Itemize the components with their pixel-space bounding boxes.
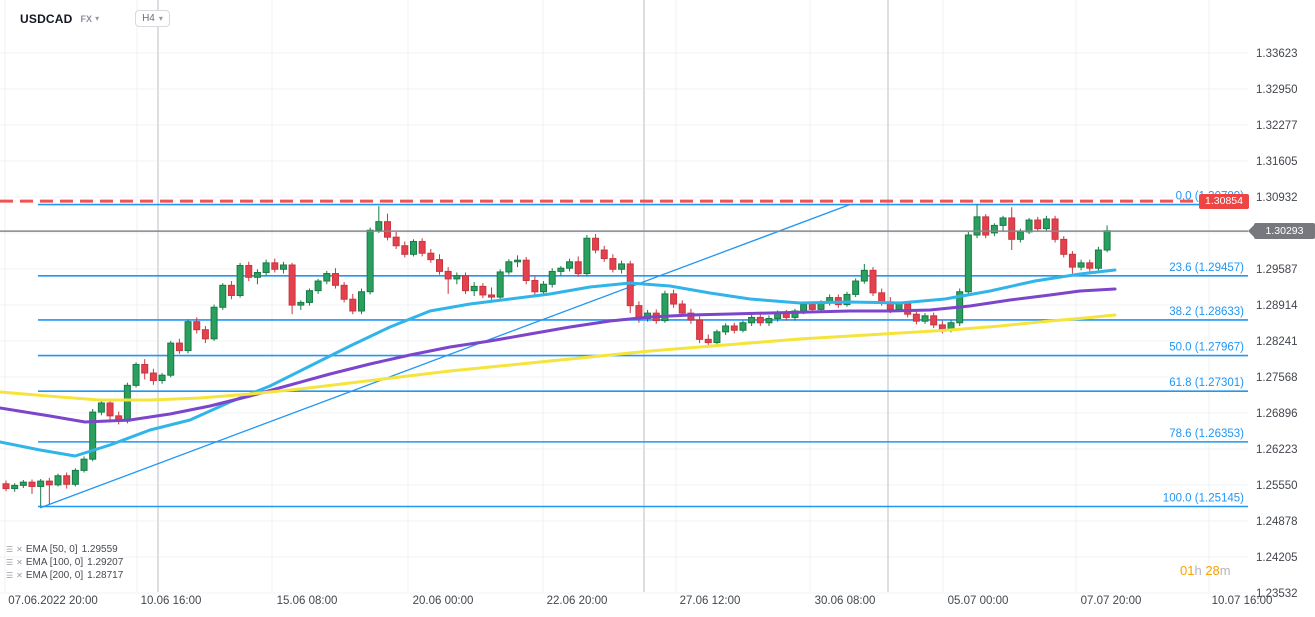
trend-line[interactable] — [39, 203, 851, 509]
legend-row-ema100: ☰ ✕ EMA [100, 0] 1.29207 — [6, 556, 123, 569]
timeframe-label: H4 — [142, 13, 155, 24]
indicator-settings-icon[interactable]: ☰ — [6, 544, 14, 554]
indicator-settings-icon[interactable]: ☰ — [6, 557, 14, 567]
svg-text:07.06.2022 20:00: 07.06.2022 20:00 — [8, 595, 98, 607]
indicator-label: EMA [200, 0] — [25, 570, 84, 581]
svg-text:10.07 16:00: 10.07 16:00 — [1212, 595, 1273, 607]
countdown-hours-unit: h — [1194, 563, 1202, 578]
countdown-minutes-unit: m — [1219, 563, 1231, 578]
market-label[interactable]: FX — [80, 13, 93, 24]
last-price-badge: 1.30293 — [1248, 223, 1315, 240]
timeframe-selector[interactable]: H4 ▾ — [135, 10, 170, 27]
indicator-label: EMA [50, 0] — [25, 544, 78, 555]
svg-text:1.33623: 1.33623 — [1256, 48, 1298, 60]
svg-text:05.07 00:00: 05.07 00:00 — [948, 595, 1009, 607]
svg-text:1.29587: 1.29587 — [1256, 264, 1298, 276]
candlestick-series — [2, 204, 1111, 507]
countdown-minutes: 28 — [1205, 563, 1220, 578]
svg-text:1.30932: 1.30932 — [1256, 192, 1298, 204]
ema-100-line[interactable] — [0, 287, 1117, 424]
indicator-settings-icon[interactable]: ☰ — [6, 570, 14, 580]
svg-text:1.26223: 1.26223 — [1256, 444, 1298, 456]
svg-text:15.06 08:00: 15.06 08:00 — [277, 595, 338, 607]
price-axis-labels[interactable]: 1.33623 1.32950 1.32277 1.31605 1.30932 1.295… — [1256, 48, 1298, 600]
svg-text:22.06 20:00: 22.06 20:00 — [547, 595, 608, 607]
svg-text:1.28914: 1.28914 — [1256, 300, 1298, 312]
close-icon[interactable]: ✕ — [16, 544, 23, 554]
chart-header: USDCAD FX ▾ H4 ▾ — [20, 10, 170, 27]
countdown-hours: 01 — [1180, 563, 1195, 578]
alert-price-badge: 1.30854 — [1199, 193, 1249, 209]
svg-text:20.06 00:00: 20.06 00:00 — [413, 595, 474, 607]
indicator-value: 1.29559 — [81, 544, 118, 555]
svg-text:61.8 (1.27301): 61.8 (1.27301) — [1169, 377, 1244, 389]
legend-row-ema50: ☰ ✕ EMA [50, 0] 1.29559 — [6, 543, 123, 556]
legend-row-ema200: ☰ ✕ EMA [200, 0] 1.28717 — [6, 569, 123, 582]
svg-text:1.23532: 1.23532 — [1256, 588, 1298, 600]
svg-text:27.06 12:00: 27.06 12:00 — [680, 595, 741, 607]
chevron-down-icon[interactable]: ▾ — [95, 14, 100, 23]
fib-labels: 0.0 (1.30789)23.6 (1.29457)38.2 (1.28633… — [1163, 191, 1244, 505]
svg-text:1.32950: 1.32950 — [1256, 84, 1298, 96]
svg-text:10.06 16:00: 10.06 16:00 — [141, 595, 202, 607]
svg-text:1.26896: 1.26896 — [1256, 408, 1298, 420]
indicator-label: EMA [100, 0] — [25, 557, 84, 568]
svg-text:1.27568: 1.27568 — [1256, 372, 1298, 384]
svg-text:100.0 (1.25145): 100.0 (1.25145) — [1163, 493, 1244, 505]
bar-close-countdown: 01h 28m — [1180, 563, 1231, 578]
svg-text:50.0 (1.27967): 50.0 (1.27967) — [1169, 342, 1244, 354]
svg-text:1.31605: 1.31605 — [1256, 156, 1298, 168]
symbol-button[interactable]: USDCAD — [20, 11, 73, 26]
svg-text:1.25550: 1.25550 — [1256, 480, 1298, 492]
chevron-down-icon: ▾ — [158, 14, 163, 23]
ema-200-line[interactable] — [0, 313, 1117, 402]
indicator-value: 1.29207 — [87, 557, 124, 568]
time-axis-labels[interactable]: 07.06.2022 20:00 10.06 16:00 15.06 08:00 20… — [8, 595, 1272, 607]
close-icon[interactable]: ✕ — [16, 570, 23, 580]
svg-text:23.6 (1.29457): 23.6 (1.29457) — [1169, 262, 1244, 274]
svg-text:07.07 20:00: 07.07 20:00 — [1081, 595, 1142, 607]
svg-text:78.6 (1.26353): 78.6 (1.26353) — [1169, 428, 1244, 440]
svg-text:30.06 08:00: 30.06 08:00 — [815, 595, 876, 607]
time-grid — [4, 0, 1210, 592]
svg-text:1.24205: 1.24205 — [1256, 552, 1298, 564]
ema-50-line[interactable] — [0, 268, 1117, 458]
close-icon[interactable]: ✕ — [16, 557, 23, 567]
svg-text:1.32277: 1.32277 — [1256, 120, 1298, 132]
svg-text:1.24878: 1.24878 — [1256, 516, 1298, 528]
svg-text:38.2 (1.28633): 38.2 (1.28633) — [1169, 306, 1244, 318]
indicator-legend: ☰ ✕ EMA [50, 0] 1.29559 ☰ ✕ EMA [100, 0]… — [6, 543, 123, 582]
indicator-value: 1.28717 — [87, 570, 124, 581]
svg-text:1.28241: 1.28241 — [1256, 336, 1298, 348]
